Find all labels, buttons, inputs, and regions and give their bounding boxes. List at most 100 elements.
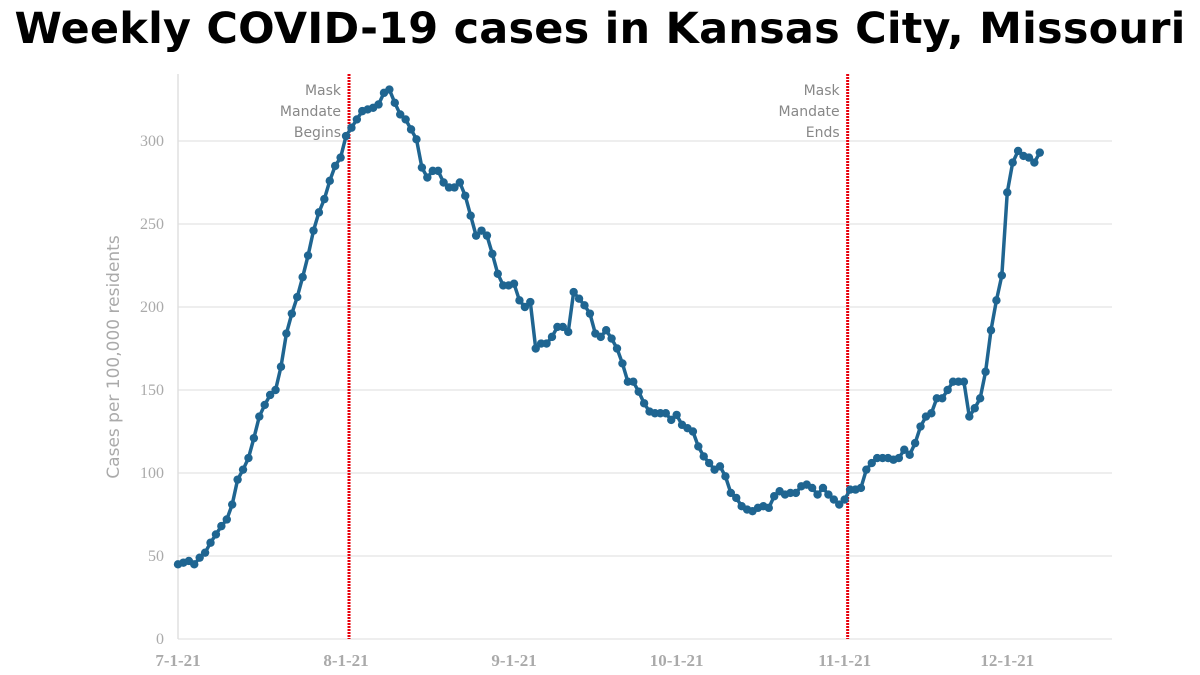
data-point [715,462,725,471]
data-point [417,163,427,172]
data-point [1008,158,1017,167]
data-point [260,400,269,410]
data-point [314,208,324,217]
data-point [840,495,849,504]
annotation-text: Mask [305,83,342,99]
data-point [992,296,1001,305]
data-point [959,377,969,386]
data-point [704,458,714,468]
data-point [580,301,589,310]
data-point [813,490,822,499]
data-point [905,450,914,459]
annotation-text: Mandate [280,104,341,120]
data-point [477,226,486,235]
data-point [997,271,1007,280]
data-point [455,178,465,187]
data-point [764,503,773,513]
data-point [1035,148,1044,157]
data-point [385,85,394,94]
y-axis-label: Cases per 100,000 residents [104,235,124,479]
data-point [1003,188,1012,197]
data-point [222,515,231,524]
data-point [975,394,985,403]
y-tick-label: 100 [140,465,164,482]
data-point [255,412,264,421]
data-point [629,377,638,386]
data-point [352,115,362,124]
y-tick-label: 250 [140,216,164,233]
data-point [601,326,611,335]
data-point [309,226,318,235]
data-point [672,410,681,420]
data-point [390,98,399,108]
data-point [228,500,237,509]
data-point [233,475,242,484]
data-point [596,332,605,342]
data-point [634,387,643,396]
data-point [433,166,443,176]
y-tick-label: 300 [140,133,164,150]
data-point [336,153,345,162]
data-point [1030,158,1039,167]
data-point [574,294,584,303]
data-point [818,483,828,493]
data-point [244,453,253,463]
data-point [558,322,568,332]
data-point [325,176,334,186]
data-point [856,483,866,493]
data-point [303,251,313,260]
data-point [211,530,221,539]
data-point [347,123,356,132]
data-point [265,390,275,400]
data-point [406,125,416,134]
data-point [271,385,280,395]
data-point [509,279,519,288]
x-tick-label: 9-1-21 [491,651,536,670]
data-point [249,433,259,443]
data-point [986,326,996,335]
data-point [466,211,475,220]
annotation-text: Mandate [779,104,840,120]
data-point [287,309,297,318]
data-point [320,194,329,204]
data-point [612,344,622,353]
x-tick-label: 11-1-21 [818,651,871,670]
data-point [585,309,595,318]
data-point [190,560,199,569]
y-tick-label: 150 [140,382,164,399]
data-point [330,161,340,171]
data-point [667,415,676,425]
data-point [661,409,670,418]
data-point [618,359,627,368]
data-point [341,131,351,141]
data-point [607,334,616,343]
y-tick-label: 200 [140,299,164,316]
data-point [1013,146,1023,156]
data-point [526,297,535,307]
data-point [726,488,736,498]
data-point [401,115,410,124]
data-point [688,427,698,436]
data-point [835,500,844,509]
data-point [238,465,248,474]
data-point [423,173,432,182]
data-point [547,332,557,342]
data-point [482,231,492,240]
data-point [639,399,649,408]
data-point [867,458,876,468]
data-point [900,445,909,454]
data-point [938,394,947,403]
data-point [699,452,708,461]
series-line [177,87,1042,567]
data-point [439,178,448,187]
data-point [396,110,405,119]
data-point [200,548,210,557]
data-point [807,483,817,493]
data-point [1024,153,1034,162]
annotation-text: Mask [804,83,841,99]
data-point [531,344,540,353]
data-point [450,183,459,192]
data-point [520,302,530,312]
annotation-text: Begins [294,125,341,141]
